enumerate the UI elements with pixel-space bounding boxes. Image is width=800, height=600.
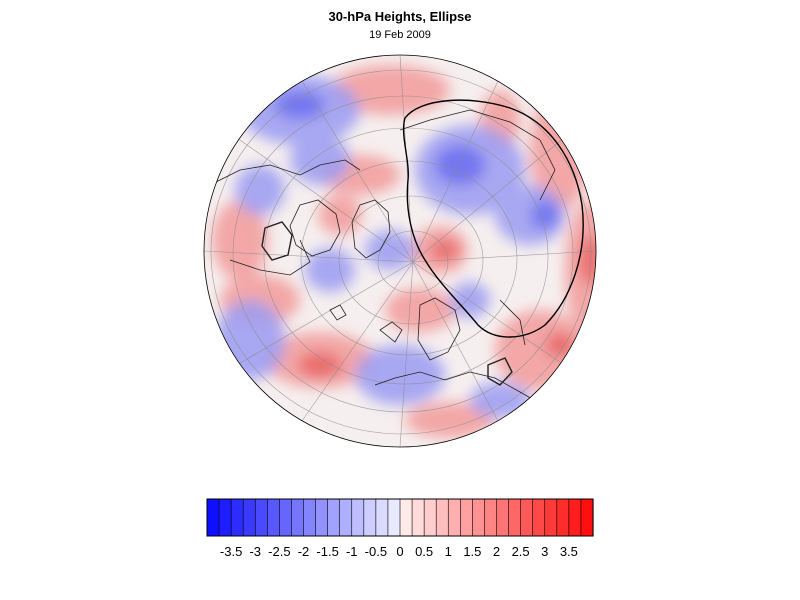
colorbar-swatch: [351, 498, 365, 537]
negative-anomaly: [450, 282, 490, 318]
colorbar-swatch: [435, 498, 449, 537]
colorbar-swatch: [242, 498, 256, 537]
colorbar-tick-label: 0.5: [415, 544, 433, 559]
colorbar-swatch: [532, 498, 546, 537]
colorbar-tick-label: -1: [346, 544, 358, 559]
colorbar-swatch: [291, 498, 305, 537]
colorbar-swatch: [556, 498, 570, 537]
colorbar-tick-label: -3: [249, 544, 261, 559]
strong-positive-anomaly: [546, 333, 574, 357]
colorbar-swatch: [339, 498, 353, 537]
colorbar-swatch: [375, 498, 389, 537]
colorbar-tick-label: 2: [493, 544, 500, 559]
colorbar-frame: [206, 498, 594, 537]
colorbar-swatch: [411, 498, 425, 537]
colorbar-tick-label: 1: [445, 544, 452, 559]
colorbar-swatch: [580, 498, 594, 537]
positive-anomaly: [318, 195, 362, 235]
europe-coast: [374, 371, 549, 409]
colorbar-swatch: [315, 498, 329, 537]
colorbar-swatch: [254, 498, 268, 537]
strong-positive-anomaly: [298, 353, 342, 377]
caspian-coast: [487, 357, 513, 386]
map-subtitle: 19 Feb 2009: [369, 29, 431, 41]
positive-anomaly: [405, 402, 495, 438]
canada-coast: [289, 199, 341, 257]
colorbar-swatch: [206, 498, 220, 537]
colorbar-swatch: [303, 498, 317, 537]
ellipse-contour: [402, 99, 584, 338]
colorbar-tick-label: 2.5: [512, 544, 530, 559]
colorbar-swatch: [460, 498, 473, 537]
latitude-circle: [338, 195, 484, 325]
latitude-circle: [300, 160, 518, 356]
colorbar-tick-label: 3: [541, 544, 548, 559]
positive-anomaly: [330, 65, 450, 115]
colorbar-swatch: [508, 498, 522, 537]
strong-negative-anomaly: [531, 201, 559, 229]
colorbar-swatch: [279, 498, 293, 537]
colorbar-swatch: [496, 498, 510, 537]
colorbar-swatch: [267, 498, 280, 537]
colorbar-tick-label: 1.5: [463, 544, 481, 559]
greenland-coast: [351, 199, 391, 259]
colorbar-swatch: [363, 498, 377, 537]
map-title: 30-hPa Heights, Ellipse: [328, 9, 472, 24]
latitude-circle: [232, 95, 574, 413]
colorbar-labels: -3.5 -3 -2.5 -2 -1.5 -1 -0.5 0 0.5 1 1.5 2 2.5 3 3.5: [220, 544, 578, 559]
colorbar-tick-label: 3.5: [560, 544, 578, 559]
globe-outline: [203, 54, 597, 448]
strong-negative-anomaly: [435, 145, 485, 185]
colorbar-tick-label: -2: [298, 544, 310, 559]
strong-positive-anomaly: [431, 240, 459, 260]
asia-coast: [399, 109, 556, 346]
colorbar-swatch: [399, 498, 413, 537]
colorbar-tick-label: -0.5: [365, 544, 387, 559]
colorbar-swatch: [447, 498, 461, 537]
colorbar-swatch: [327, 498, 341, 537]
colorbar-swatch: [544, 498, 558, 537]
colorbar-tick-label: -2.5: [268, 544, 290, 559]
negative-anomaly: [235, 165, 285, 215]
colorbar-tick-label: -1.5: [316, 544, 338, 559]
islands-coast: [329, 304, 403, 343]
coastlines: [209, 109, 556, 409]
colorbar-swatch: [423, 498, 437, 537]
colorbar-swatches: [206, 498, 594, 537]
colorbar-swatch: [520, 498, 534, 537]
colorbar-tick-label: -3.5: [220, 544, 242, 559]
colorbar-swatch: [484, 498, 498, 537]
negative-anomaly: [470, 382, 530, 418]
colorbar-tick-label: 0: [396, 544, 403, 559]
scandinavia-coast: [417, 297, 461, 361]
colorbar-swatch: [472, 498, 486, 537]
negative-anomaly: [355, 345, 445, 405]
colorbar-swatch: [218, 498, 232, 537]
colorbar-swatch: [568, 498, 582, 537]
colorbar-swatch: [230, 498, 244, 537]
north-america-coast: [209, 159, 361, 276]
hudson-bay-coast: [261, 221, 293, 261]
colorbar-swatch: [387, 498, 401, 537]
positive-anomaly: [212, 200, 268, 280]
